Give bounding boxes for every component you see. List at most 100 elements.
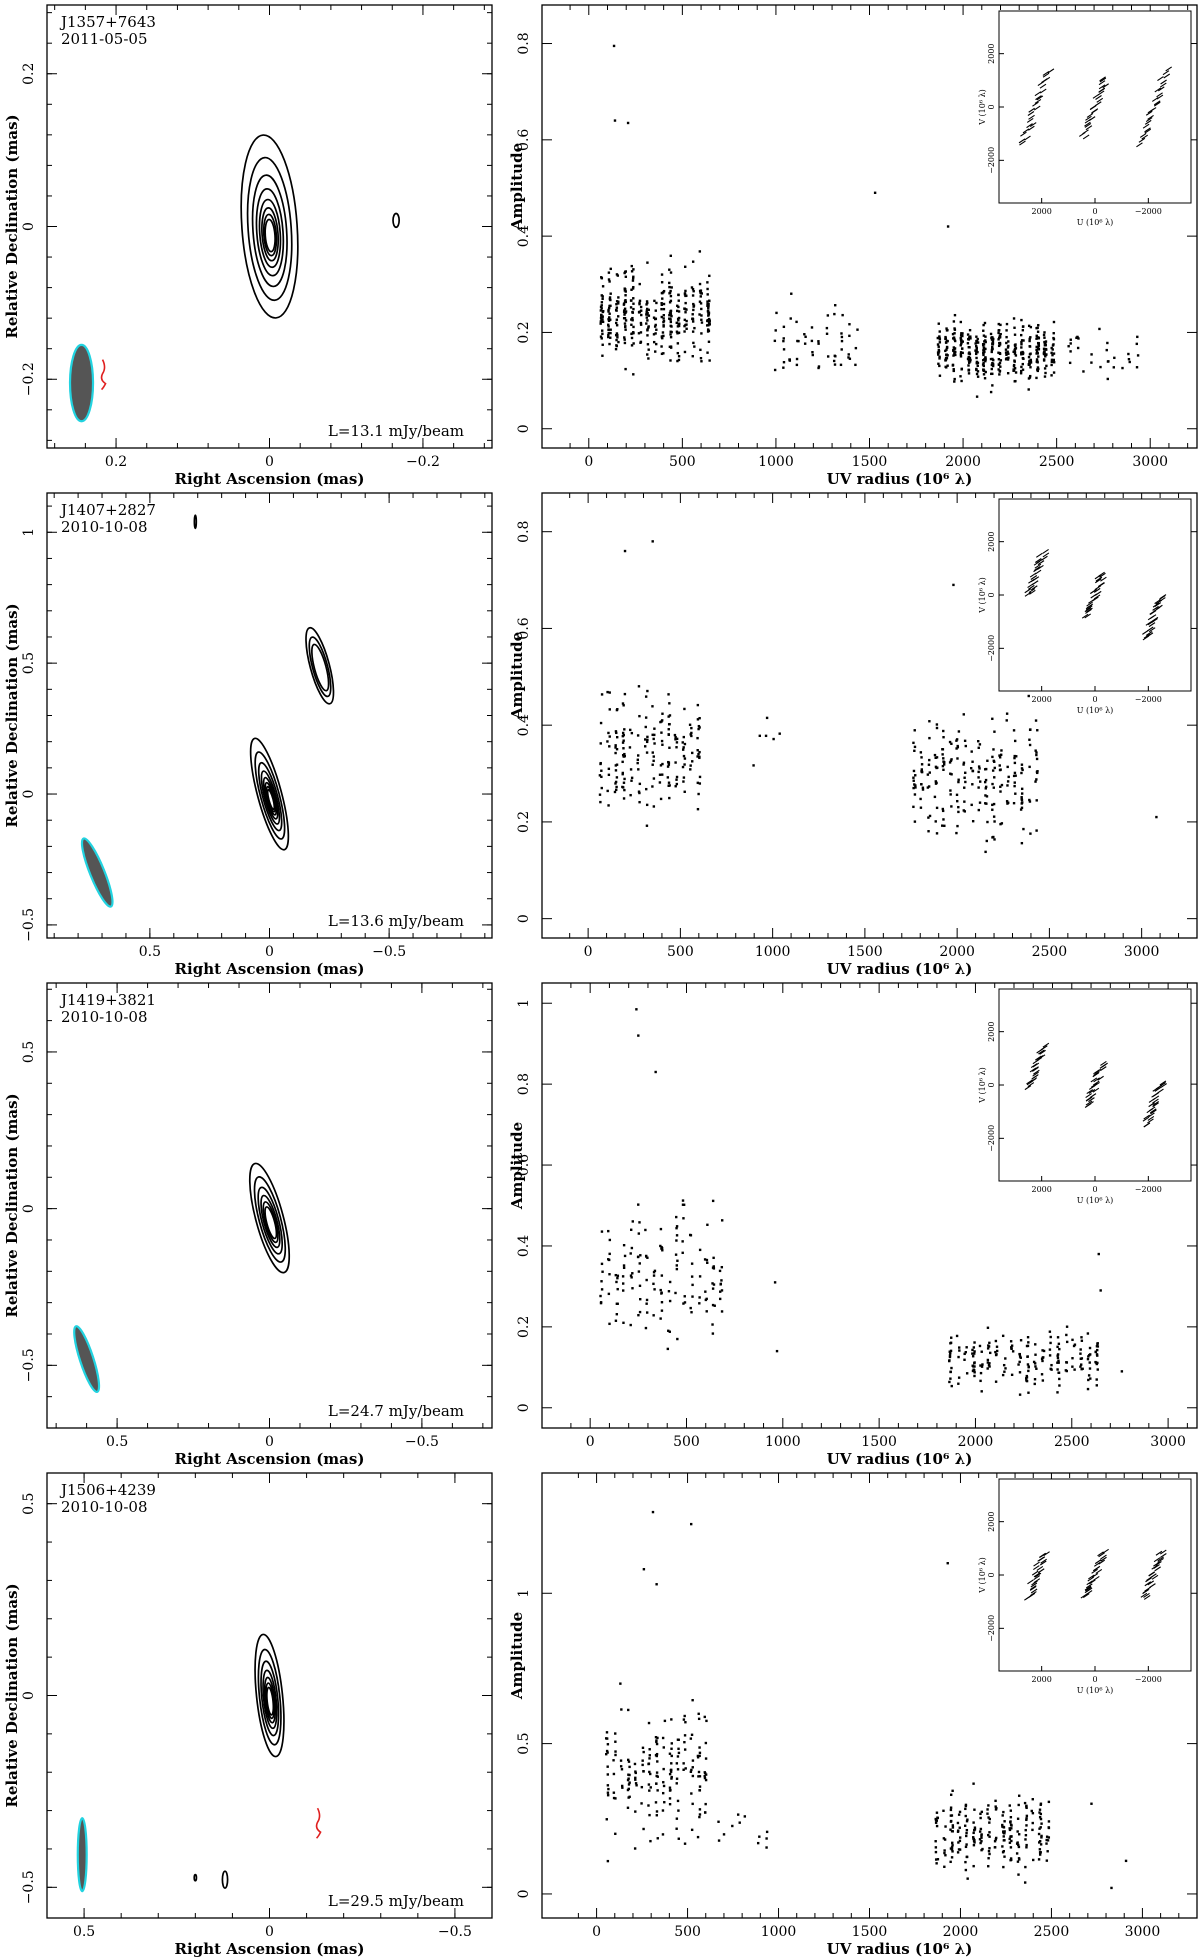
data-point [1039, 1817, 1043, 1821]
data-point [950, 1384, 953, 1388]
data-point [1079, 1352, 1082, 1355]
data-point [659, 1244, 662, 1248]
uv-track-segment [1092, 93, 1100, 99]
data-point [1028, 345, 1032, 348]
data-point [652, 340, 656, 344]
data-point [631, 277, 635, 280]
data-point [956, 757, 959, 760]
data-point [689, 764, 692, 767]
data-point [607, 331, 610, 335]
y-tick-label: 0.2 [21, 63, 37, 85]
data-point [696, 1756, 700, 1759]
data-point [630, 264, 633, 268]
data-point [1009, 1809, 1013, 1812]
data-point [666, 776, 670, 779]
uv-track-segment [1019, 140, 1026, 146]
uv-track-segment [1097, 1551, 1104, 1557]
data-point [953, 332, 956, 335]
data-point [1002, 1865, 1005, 1869]
data-point [950, 1814, 954, 1817]
data-point [997, 336, 1001, 339]
data-point [651, 763, 654, 766]
data-point [691, 317, 694, 321]
data-point [765, 1837, 768, 1840]
data-point [1025, 1374, 1029, 1378]
data-point [1033, 1362, 1037, 1365]
data-point [999, 359, 1003, 362]
data-point [966, 342, 970, 345]
data-point [634, 1778, 637, 1781]
data-point [707, 320, 711, 323]
data-point [700, 332, 703, 335]
data-point [942, 736, 945, 739]
data-point [623, 549, 627, 553]
data-point [619, 1682, 622, 1685]
data-point [607, 731, 610, 735]
data-point [1056, 1336, 1060, 1339]
data-point [698, 1808, 702, 1811]
uv-track-segment [1144, 127, 1151, 133]
data-point [1025, 1806, 1028, 1810]
data-point [934, 1821, 938, 1824]
data-point [971, 820, 975, 823]
data-point [976, 341, 980, 344]
data-point [847, 353, 850, 356]
uv-track-segment [1150, 1573, 1157, 1579]
data-point [685, 327, 688, 330]
data-point [972, 1837, 976, 1841]
data-point [621, 772, 624, 776]
data-point [675, 1827, 678, 1830]
data-point [958, 1346, 961, 1349]
data-point [627, 1760, 631, 1763]
contour-line [251, 174, 288, 288]
data-point [984, 787, 987, 790]
data-point [637, 1034, 640, 1037]
data-point [989, 357, 993, 361]
data-point [943, 1865, 946, 1868]
x-tick-label: 0 [584, 454, 593, 470]
data-point [682, 780, 685, 783]
data-point [630, 332, 633, 336]
data-point [992, 835, 995, 839]
data-point [945, 356, 949, 360]
data-point [948, 1359, 951, 1362]
data-point [959, 334, 963, 337]
data-point [600, 304, 603, 307]
data-point [700, 314, 703, 317]
data-point [699, 302, 703, 305]
data-point [607, 328, 610, 331]
data-point [638, 782, 642, 786]
data-point [950, 1856, 954, 1859]
data-point [950, 1366, 953, 1370]
data-point [711, 1282, 714, 1285]
data-point [964, 771, 967, 774]
data-point [937, 353, 940, 356]
data-point [1042, 352, 1046, 356]
data-point [1043, 344, 1047, 347]
data-point [622, 1289, 625, 1292]
data-point [704, 1298, 708, 1302]
data-point [1030, 1809, 1033, 1813]
map-y-axis-label: Relative Declination (mas) [3, 114, 21, 338]
data-point [1012, 801, 1016, 805]
x-tick-label: 0 [265, 1434, 274, 1450]
data-point [758, 1835, 761, 1838]
data-point [682, 1302, 685, 1305]
data-point [1025, 1804, 1028, 1808]
data-point [833, 312, 836, 316]
data-point [608, 735, 611, 738]
data-point [712, 1256, 715, 1260]
data-point [982, 359, 985, 362]
data-point [615, 776, 619, 779]
data-point [938, 364, 941, 368]
x-tick-label: 0.5 [73, 1924, 95, 1940]
data-point [607, 767, 611, 771]
data-point [765, 1846, 768, 1849]
data-point [615, 785, 618, 789]
data-point [660, 720, 663, 723]
uv-x-axis-label: UV radius (10⁶ λ) [827, 960, 973, 978]
data-point [638, 282, 641, 286]
uv-track-segment [1093, 594, 1101, 600]
data-point [609, 318, 612, 321]
data-point [707, 329, 711, 333]
